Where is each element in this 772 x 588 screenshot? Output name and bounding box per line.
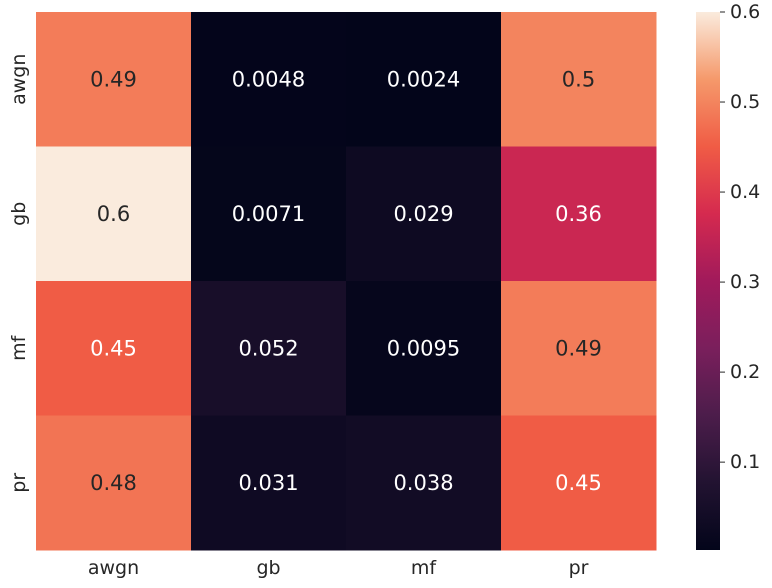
colorbar: 0.1 0.2 0.3 0.4 0.5 0.6 [696, 1, 760, 550]
colorbar-tick-label: 0.1 [730, 451, 760, 473]
x-axis-ticks: awgn gb mf pr [88, 557, 589, 579]
y-tick-label: pr [8, 473, 30, 493]
cell-value-label: 0.052 [238, 336, 298, 360]
heatmap-cell [191, 12, 347, 147]
colorbar-tick-label: 0.2 [730, 361, 760, 383]
y-axis-ticks: awgn gb mf pr [8, 54, 30, 493]
cell-value-label: 0.0071 [232, 202, 305, 226]
colorbar-gradient [696, 12, 720, 550]
cell-value-label: 0.49 [90, 67, 137, 91]
y-tick-label: gb [8, 202, 30, 226]
x-tick-label: gb [256, 557, 280, 579]
heatmap-cell [191, 146, 347, 282]
heatmap-cell [36, 12, 192, 147]
colorbar-tick-label: 0.3 [730, 271, 760, 293]
cell-value-label: 0.6 [97, 202, 130, 226]
heatmap-cells: 0.49 0.0048 0.0024 0.5 0.6 0.0071 0.029 0.36 0.4… [36, 12, 657, 551]
cell-value-label: 0.0024 [387, 67, 460, 91]
heatmap-cell [346, 415, 502, 551]
heatmap-cell [501, 12, 657, 147]
cell-value-label: 0.49 [555, 336, 602, 360]
x-tick-label: mf [411, 557, 438, 579]
heatmap-cell [346, 281, 502, 416]
colorbar-tick-label: 0.6 [730, 1, 760, 23]
y-tick-label: awgn [8, 54, 30, 105]
colorbar-tick-label: 0.5 [730, 91, 760, 113]
cell-value-label: 0.48 [90, 471, 137, 495]
cell-value-label: 0.031 [238, 471, 298, 495]
cell-value-label: 0.45 [555, 471, 602, 495]
cell-value-label: 0.0095 [387, 336, 460, 360]
cell-value-label: 0.45 [90, 336, 137, 360]
heatmap-cell [36, 281, 192, 416]
cell-value-label: 0.36 [555, 202, 602, 226]
heatmap-cell [346, 146, 502, 282]
cell-value-label: 0.0048 [232, 67, 305, 91]
heatmap-cell [501, 146, 657, 282]
heatmap-cell [501, 415, 657, 551]
heatmap-cell [36, 415, 192, 551]
heatmap-cell [36, 146, 192, 282]
heatmap-cell [191, 281, 347, 416]
x-tick-label: pr [569, 557, 589, 579]
heatmap-cell [346, 12, 502, 147]
cell-value-label: 0.029 [393, 202, 453, 226]
colorbar-tick-label: 0.4 [730, 181, 760, 203]
x-tick-label: awgn [88, 557, 139, 579]
y-tick-label: mf [8, 334, 30, 361]
cell-value-label: 0.038 [393, 471, 453, 495]
cell-value-label: 0.5 [562, 67, 595, 91]
heatmap-cell [191, 415, 347, 551]
heatmap-cell [501, 281, 657, 416]
